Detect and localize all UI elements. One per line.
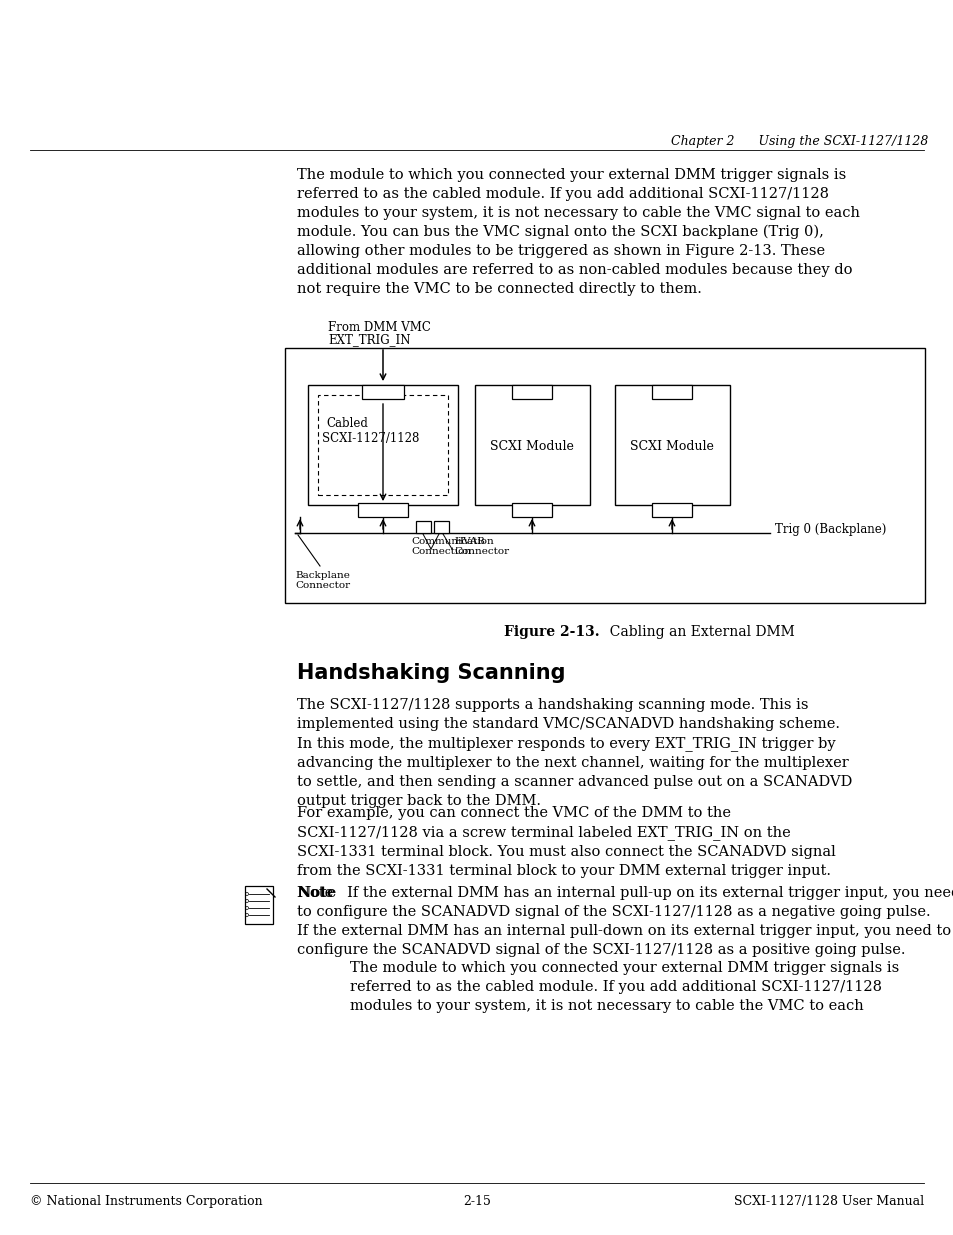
Text: The module to which you connected your external DMM trigger signals is
referred : The module to which you connected your e… <box>350 961 899 1013</box>
Bar <box>416 521 431 534</box>
Bar <box>615 385 729 505</box>
Text: SCXI Module: SCXI Module <box>629 441 713 453</box>
Bar <box>651 385 691 399</box>
Bar <box>512 385 552 399</box>
Text: 2-15: 2-15 <box>462 1195 491 1208</box>
Bar <box>317 395 448 495</box>
Bar <box>475 385 589 505</box>
Bar <box>308 385 457 505</box>
Text: Communication
Connection: Communication Connection <box>411 537 494 557</box>
Bar <box>434 521 449 534</box>
Bar <box>361 385 403 399</box>
Text: From DMM VMC: From DMM VMC <box>328 321 431 333</box>
Text: Chapter 2      Using the SCXI-1127/1128: Chapter 2 Using the SCXI-1127/1128 <box>670 135 927 148</box>
Bar <box>512 503 552 517</box>
Text: The SCXI-1127/1128 supports a handshaking scanning mode. This is
implemented usi: The SCXI-1127/1128 supports a handshakin… <box>296 698 851 808</box>
Text: For example, you can connect the VMC of the DMM to the
SCXI-1127/1128 via a scre: For example, you can connect the VMC of … <box>296 806 835 878</box>
Text: Figure 2-13.: Figure 2-13. <box>504 625 599 638</box>
Bar <box>357 503 408 517</box>
Text: SCXI-1127/1128 User Manual: SCXI-1127/1128 User Manual <box>733 1195 923 1208</box>
Text: SCXI-1127/1128: SCXI-1127/1128 <box>322 432 419 445</box>
Text: Handshaking Scanning: Handshaking Scanning <box>296 663 565 683</box>
Text: © National Instruments Corporation: © National Instruments Corporation <box>30 1195 262 1208</box>
Text: Trig 0 (Backplane): Trig 0 (Backplane) <box>774 522 885 536</box>
Bar <box>245 885 273 924</box>
Bar <box>651 503 691 517</box>
Text: SCXI Module: SCXI Module <box>490 441 574 453</box>
Text: Note: Note <box>296 885 335 900</box>
Text: Backplane
Connector: Backplane Connector <box>294 571 350 590</box>
Bar <box>285 348 924 603</box>
Text: Note   If the external DMM has an internal pull-up on its external trigger input: Note If the external DMM has an internal… <box>296 885 953 957</box>
Text: The module to which you connected your external DMM trigger signals is
referred : The module to which you connected your e… <box>296 168 859 296</box>
Text: HVAB
Connector: HVAB Connector <box>454 537 509 557</box>
Text: Cabling an External DMM: Cabling an External DMM <box>600 625 794 638</box>
Text: EXT_TRIG_IN: EXT_TRIG_IN <box>328 333 410 346</box>
Text: Cabled: Cabled <box>326 417 368 430</box>
